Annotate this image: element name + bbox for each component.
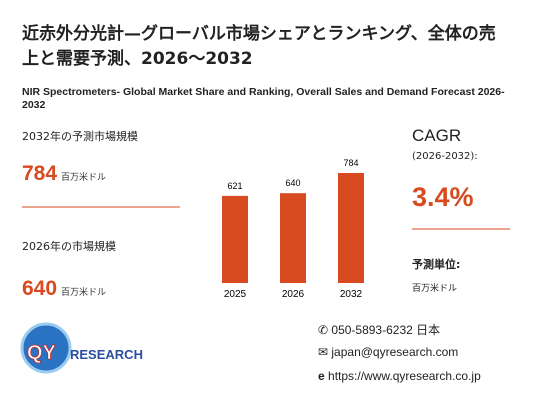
value-label: 640 xyxy=(285,178,300,188)
email-text: japan@qyresearch.com xyxy=(331,345,459,359)
forecast-label: 2032年の予測市場規模 xyxy=(22,130,138,143)
x-tick-label: 2032 xyxy=(340,289,363,300)
logo-qy: QY xyxy=(27,342,57,364)
divider xyxy=(22,206,180,208)
current-unit: 百万米ドル xyxy=(61,287,107,297)
bar xyxy=(280,193,306,283)
web: e https://www.qyresearch.co.jp xyxy=(318,369,481,383)
forecast-unit: 百万米ドル xyxy=(61,172,107,182)
divider xyxy=(412,228,510,230)
forecast-value: 784 xyxy=(22,162,58,185)
current-value: 640 xyxy=(22,277,58,300)
web-text: https://www.qyresearch.co.jp xyxy=(328,369,481,383)
unit-value: 百万米ドル xyxy=(412,284,458,294)
cagr-label: CAGR xyxy=(412,126,462,145)
phone: ✆ 050-5893-6232 日本 xyxy=(318,323,441,337)
value-label: 621 xyxy=(227,181,242,191)
title: 近赤外分光計—グローバル市場シェアとランキング、全体の売上と需要予測、2026～… xyxy=(22,24,496,69)
current-value-row: 640 百万米ドル xyxy=(22,277,106,301)
value-label: 784 xyxy=(343,158,358,168)
logo-research: RESEARCH xyxy=(70,347,143,362)
forecast-value-row: 784 百万米ドル xyxy=(22,162,106,186)
unit-label: 予測単位: xyxy=(412,258,461,271)
cagr-period: (2026-2032): xyxy=(412,151,478,162)
email: ✉ japan@qyresearch.com xyxy=(318,345,459,359)
current-label: 2026年の市場規模 xyxy=(22,240,116,253)
x-tick-label: 2025 xyxy=(224,289,247,300)
cagr-value: 3.4% xyxy=(412,182,474,212)
logo-globe xyxy=(22,324,70,372)
subtitle: NIR Spectrometers- Global Market Share a… xyxy=(22,86,505,111)
x-tick-label: 2026 xyxy=(282,289,305,300)
bar xyxy=(338,173,364,283)
bar xyxy=(222,195,248,283)
logo: QY RESEARCH xyxy=(20,322,143,374)
phone-text: 050-5893-6232 日本 xyxy=(331,323,441,337)
logo-ring xyxy=(20,322,72,374)
chart: 621 2025 640 2026 784 2032 xyxy=(222,158,364,300)
